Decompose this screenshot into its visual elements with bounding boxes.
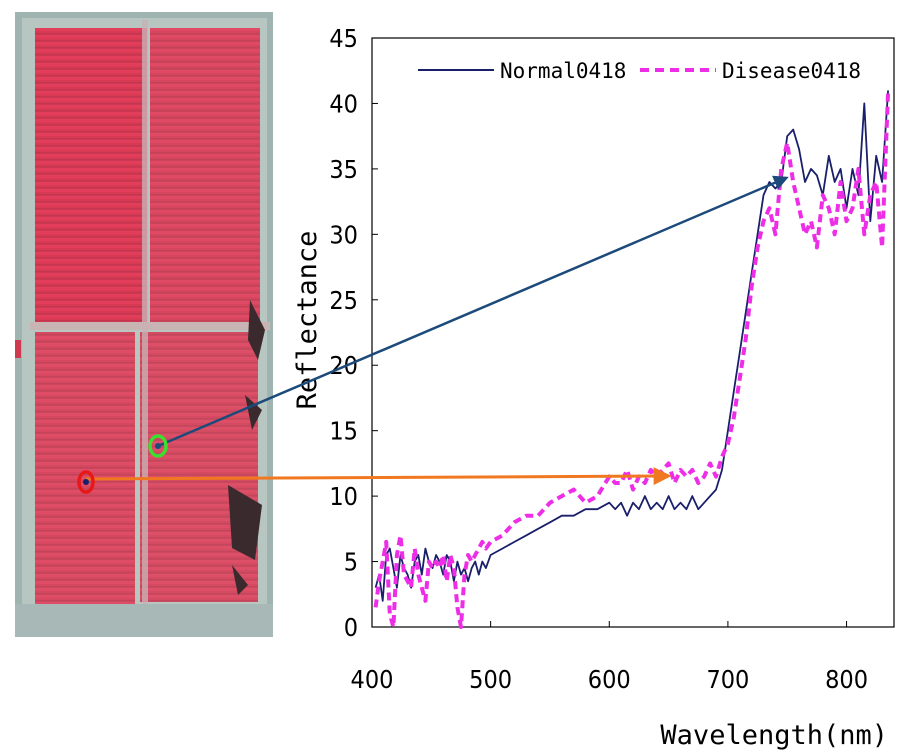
legend: Normal0418 Disease0418 (418, 59, 861, 83)
x-tick-label: 800 (825, 665, 868, 694)
series-line-normal (374, 90, 889, 602)
satellite-image (15, 12, 273, 637)
legend-label-disease: Disease0418 (722, 59, 861, 83)
series-line-disease (373, 90, 891, 629)
legend-label-normal: Normal0418 (500, 59, 626, 83)
x-axis-ticks: 400 500 600 700 800 (351, 621, 868, 694)
x-tick-label: 700 (706, 665, 749, 694)
annotation-arrows (77, 175, 789, 494)
y-tick-label: 30 (329, 220, 358, 249)
x-tick-label: 400 (351, 665, 394, 694)
plot-area (371, 37, 895, 628)
y-tick-label: 25 (329, 286, 358, 315)
x-tick-label: 500 (469, 665, 512, 694)
x-tick-label: 600 (588, 665, 631, 694)
y-axis-ticks: 051015202530354045 (329, 24, 378, 642)
y-tick-label: 40 (329, 89, 358, 118)
series-layer (373, 90, 891, 629)
y-tick-label: 45 (329, 24, 358, 53)
y-tick-label: 15 (329, 417, 358, 446)
x-axis-title: Wavelength(nm) (660, 720, 888, 751)
y-axis-title: Reflectance (292, 231, 323, 410)
arrow-normal (157, 175, 789, 448)
y-tick-label: 5 (344, 548, 358, 577)
marker-normal-pixel (148, 434, 168, 458)
marker-disease-pixel (77, 470, 95, 494)
y-tick-label: 0 (344, 613, 358, 642)
y-tick-label: 10 (329, 482, 358, 511)
arrow-disease (85, 467, 672, 486)
y-tick-label: 35 (329, 155, 358, 184)
